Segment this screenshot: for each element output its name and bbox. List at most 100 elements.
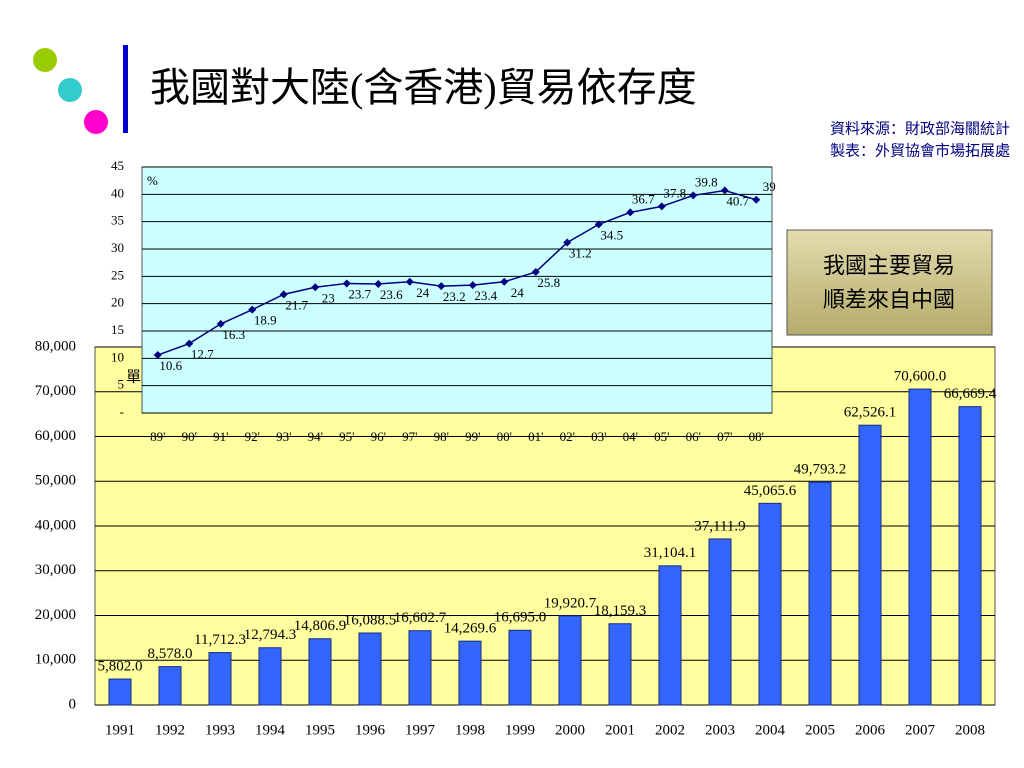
- value-label: 14,806.9: [294, 618, 347, 634]
- value-label: 23.7: [348, 286, 371, 301]
- y-tick-label: 30: [111, 240, 124, 255]
- bar: [808, 481, 832, 706]
- value-label: 23.6: [380, 287, 403, 302]
- x-tick-label: 96': [371, 429, 386, 444]
- value-label: 12,794.3: [244, 627, 297, 643]
- value-label: 18,159.3: [594, 603, 647, 619]
- bar: [958, 406, 982, 706]
- bar: [408, 630, 432, 706]
- x-tick-label: 1993: [205, 722, 235, 738]
- y-tick-label: 10,000: [35, 652, 76, 668]
- callout-box: [786, 229, 993, 336]
- value-label: 16.3: [222, 327, 245, 342]
- bar: [108, 678, 132, 706]
- y-tick-label: 15: [111, 322, 124, 337]
- marker: [216, 319, 225, 328]
- made-by: 製表：外貿協會市場拓展處: [830, 142, 1010, 159]
- x-tick-label: 97': [402, 429, 417, 444]
- accent-bar: [123, 45, 128, 133]
- source: 資料來源：財政部海關統計: [830, 120, 1010, 137]
- marker: [657, 202, 666, 211]
- value-label: 62,526.1: [844, 405, 897, 421]
- y-tick-label: 30,000: [35, 562, 76, 578]
- x-tick-label: 06': [686, 429, 701, 444]
- slide-title: 我國對大陸(含香港)貿易依存度: [150, 65, 697, 110]
- value-label: 23.4: [474, 288, 497, 303]
- value-label: 34.5: [600, 227, 623, 242]
- marker: [153, 351, 162, 360]
- x-tick-label: 05': [654, 429, 669, 444]
- value-label: 25.8: [537, 275, 560, 290]
- x-tick-label: 02': [560, 429, 575, 444]
- value-label: 21.7: [285, 297, 308, 312]
- y-tick-label: 20: [111, 295, 124, 310]
- x-tick-label: 98': [434, 429, 449, 444]
- value-label: 36.7: [632, 191, 655, 206]
- unit-label: %: [147, 173, 158, 188]
- x-tick-label: 94': [308, 429, 323, 444]
- dot: [33, 48, 57, 72]
- bar: [558, 615, 582, 706]
- bar: [708, 538, 732, 706]
- value-label: 45,065.6: [744, 483, 797, 499]
- x-tick-label: 2002: [655, 722, 685, 738]
- x-tick-label: 1994: [255, 722, 286, 738]
- value-label: 19,920.7: [544, 595, 597, 611]
- y-tick-label: 5: [118, 377, 125, 392]
- marker: [248, 305, 257, 314]
- line: [157, 189, 757, 356]
- x-tick-label: 04': [623, 429, 638, 444]
- value-label: 70,600.0: [894, 369, 947, 385]
- value-label: 10.6: [159, 358, 182, 373]
- x-tick-label: 01': [528, 429, 543, 444]
- marker: [594, 220, 603, 229]
- x-tick-label: 2000: [555, 722, 585, 738]
- bar: [358, 632, 382, 706]
- x-tick-label: 1998: [455, 722, 485, 738]
- unit-label: 單: [126, 369, 141, 385]
- bar: [858, 424, 882, 706]
- x-tick-label: 91': [213, 429, 228, 444]
- value-label: 11,712.3: [194, 632, 246, 648]
- marker: [531, 267, 540, 276]
- y-tick-label: 45: [111, 158, 124, 173]
- bar: [508, 629, 532, 706]
- x-tick-label: 2005: [805, 722, 835, 738]
- value-label: 16,695.0: [494, 610, 547, 626]
- x-tick-label: 90': [182, 429, 197, 444]
- x-tick-label: 2007: [905, 722, 936, 738]
- x-tick-label: 07': [717, 429, 732, 444]
- bar: [208, 652, 232, 706]
- callout-text: 我國主要貿易: [823, 253, 955, 278]
- bar: [258, 647, 282, 706]
- value-label: 18.9: [254, 313, 277, 328]
- marker: [437, 282, 446, 291]
- value-label: 40.7: [726, 193, 749, 208]
- bar: [758, 502, 782, 706]
- x-tick-label: 93': [276, 429, 291, 444]
- y-tick-label: 70,000: [35, 383, 76, 399]
- y-tick-label: 0: [69, 696, 77, 712]
- plot-area: [141, 166, 773, 414]
- bar: [908, 388, 932, 706]
- y-tick-label: 50,000: [35, 473, 76, 489]
- x-tick-label: 1996: [355, 722, 386, 738]
- y-tick-label: 20,000: [35, 607, 76, 623]
- marker: [752, 195, 761, 204]
- y-tick-label: -: [120, 404, 124, 419]
- value-label: 16,602.7: [394, 610, 447, 626]
- x-tick-label: 2001: [605, 722, 635, 738]
- y-tick-label: 60,000: [35, 428, 76, 444]
- x-tick-label: 1997: [405, 722, 436, 738]
- value-label: 37.8: [663, 185, 686, 200]
- x-tick-label: 2006: [855, 722, 886, 738]
- x-tick-label: 08': [749, 429, 764, 444]
- marker: [626, 208, 635, 217]
- value-label: 8,578.0: [148, 646, 193, 662]
- value-label: 66,669.4: [944, 386, 997, 402]
- value-label: 23: [322, 290, 335, 305]
- x-tick-label: 1992: [155, 722, 185, 738]
- callout-text: 順差來自中國: [823, 287, 955, 312]
- value-label: 31.2: [569, 245, 592, 260]
